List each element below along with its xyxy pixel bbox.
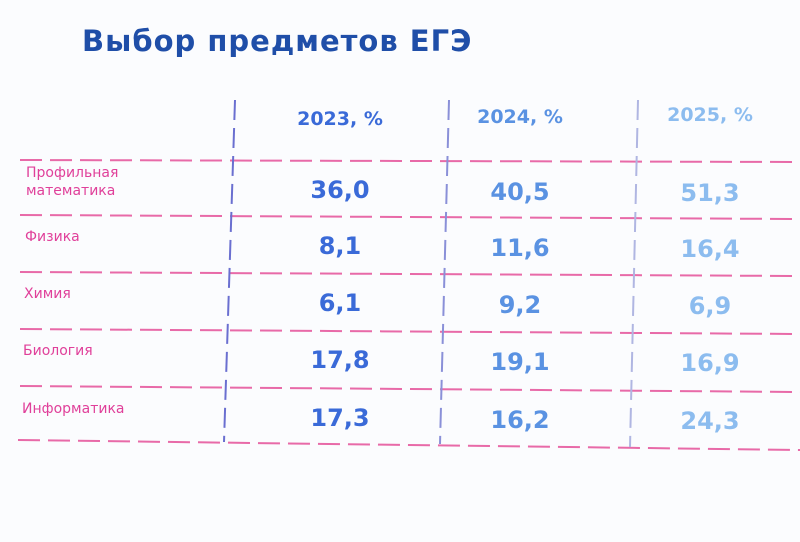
cell-value: 8,1 xyxy=(318,232,362,260)
cell-value: 24,3 xyxy=(680,407,740,435)
column-header: 2023, % xyxy=(297,108,383,130)
cell-value: 17,3 xyxy=(310,404,370,432)
row-line xyxy=(19,214,800,220)
cell-value: 40,5 xyxy=(490,177,550,206)
row-line xyxy=(19,385,800,393)
cell-value: 6,9 xyxy=(688,292,732,320)
row-line xyxy=(19,328,800,335)
row-label: Профильная математика xyxy=(26,165,119,199)
cell-value: 17,8 xyxy=(310,346,370,374)
cell-value: 16,4 xyxy=(680,235,740,263)
col-line xyxy=(629,99,639,448)
cell-value: 11,6 xyxy=(490,233,550,262)
row-line xyxy=(19,159,800,163)
column-header: 2024, % xyxy=(477,106,563,128)
column-header: 2025, % xyxy=(667,104,753,126)
row-label: Физика xyxy=(25,229,80,245)
cell-value: 16,2 xyxy=(490,405,550,434)
slide-title: Выбор предметов ЕГЭ xyxy=(82,24,473,58)
row-label: Информатика xyxy=(22,401,125,417)
row-line xyxy=(17,439,800,451)
cell-value: 16,9 xyxy=(680,349,740,377)
cell-value: 19,1 xyxy=(490,347,550,376)
col-line xyxy=(439,99,450,445)
cell-value: 51,3 xyxy=(680,179,740,207)
cell-value: 9,2 xyxy=(498,290,542,319)
cell-value: 36,0 xyxy=(310,176,370,204)
row-label: Биология xyxy=(23,343,93,359)
cell-value: 6,1 xyxy=(318,289,362,317)
row-line xyxy=(19,271,800,277)
row-label: Химия xyxy=(24,286,71,302)
col-line xyxy=(223,99,236,443)
